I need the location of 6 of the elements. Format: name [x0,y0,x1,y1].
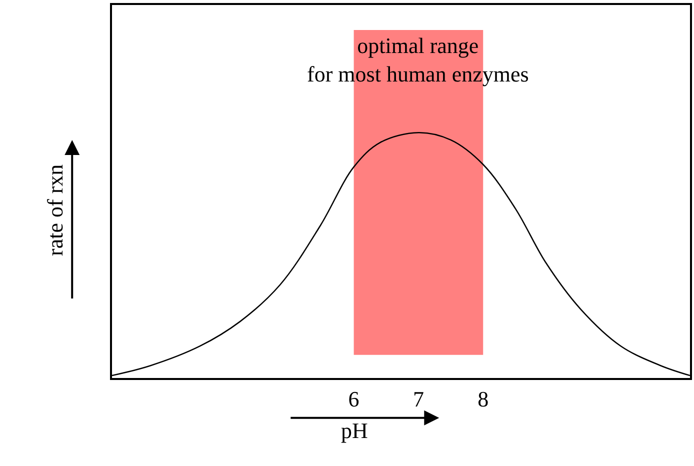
x-tick-label: 7 [412,386,424,412]
band-label: optimal range for most human enzymes [307,33,529,87]
y-axis-title: rate of rxn [42,164,68,256]
x-axis-title: pH [341,418,368,443]
x-tick-label: 6 [348,386,360,412]
x-tick-label: 8 [478,386,489,412]
